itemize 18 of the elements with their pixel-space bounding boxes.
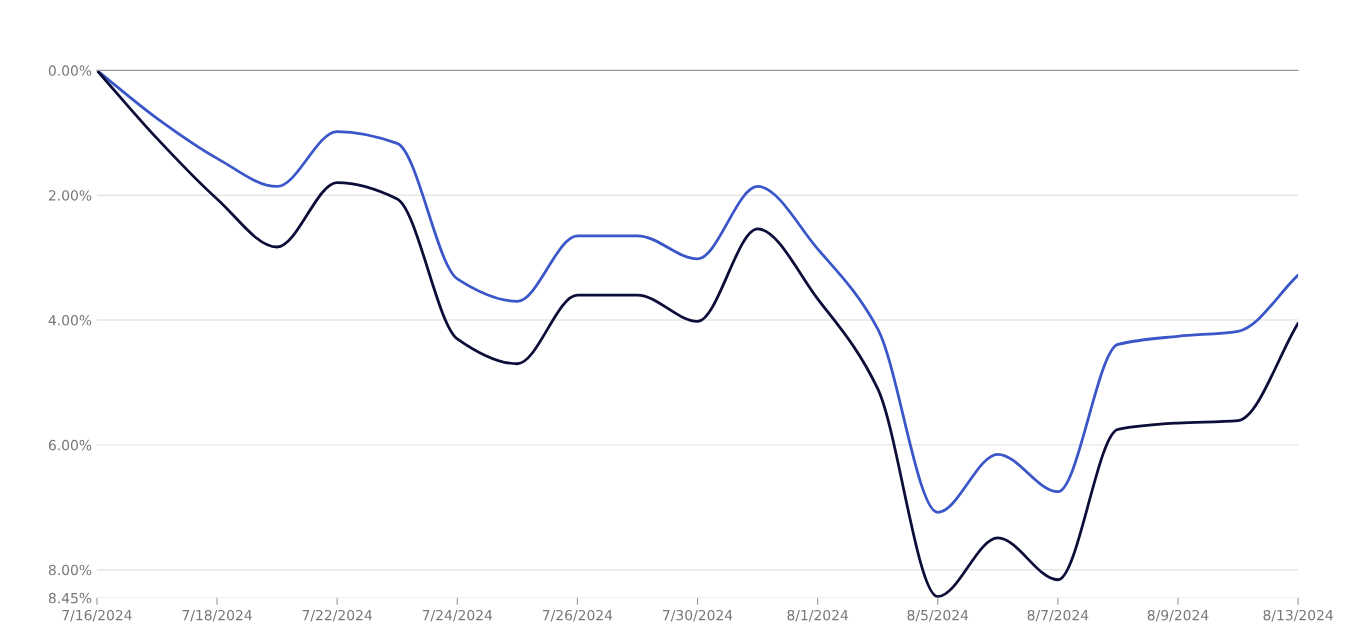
x-tick-label: 8/7/2024 [1027, 609, 1089, 622]
x-tick-label: 7/26/2024 [542, 609, 613, 622]
x-tick-label: 7/22/2024 [302, 609, 372, 622]
x-tick-label: 7/18/2024 [182, 609, 252, 622]
y-tick-label: 6.00% [48, 439, 92, 451]
y-tick-label: 2.00% [48, 190, 92, 201]
x-tick-label: 8/5/2024 [907, 609, 969, 622]
y-tick-label: 4.00% [48, 315, 92, 326]
x-tick-label: 7/24/2024 [422, 609, 493, 622]
y-tick-label: 0.00% [48, 65, 92, 76]
x-tick-label: 8/13/2024 [1263, 609, 1333, 622]
x-tick-label: 8/1/2024 [787, 609, 849, 622]
x-tick-label: 8/9/2024 [1147, 609, 1209, 622]
x-tick-label: 7/30/2024 [663, 609, 733, 622]
y-tick-label: 8.00% [48, 564, 92, 576]
line-series [96, 70, 1299, 598]
y-tick-label: 8.45% [48, 592, 92, 604]
x-tick-label: 7/16/2024 [62, 609, 132, 622]
